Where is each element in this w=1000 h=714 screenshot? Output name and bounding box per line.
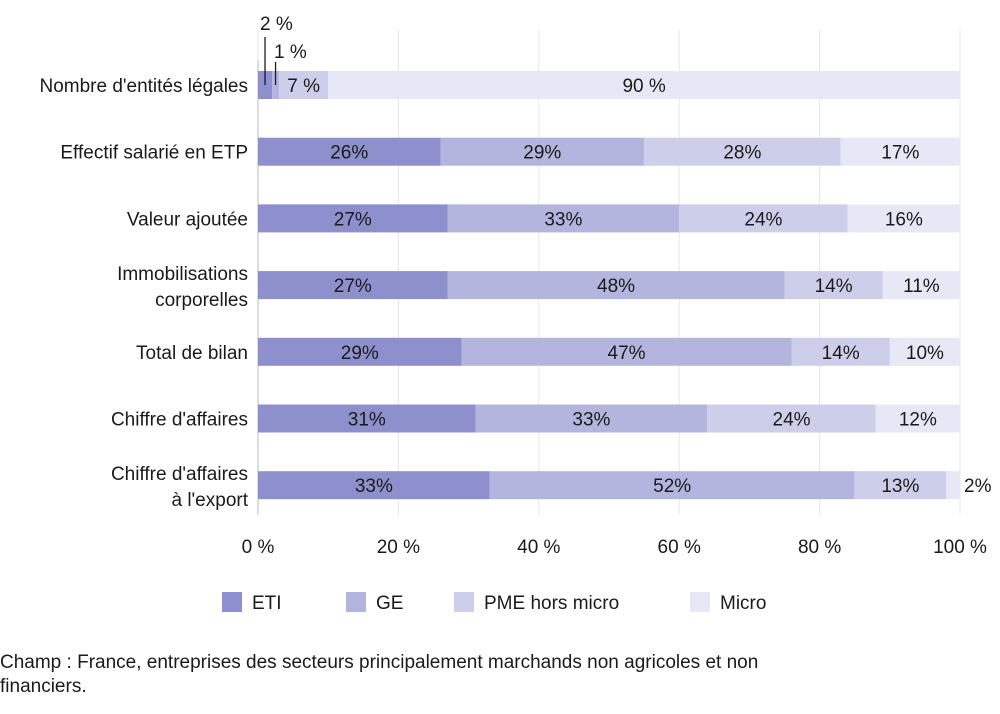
legend-swatch-ge — [346, 592, 366, 612]
data-label: 16% — [885, 209, 923, 230]
bar-segment-ge — [447, 204, 680, 233]
bar-segment-eti — [258, 137, 441, 166]
category-label: Valeur ajoutée — [127, 209, 248, 230]
category-label: Total de bilan — [136, 343, 248, 364]
bar-segment-micro — [847, 204, 960, 233]
bar-segment-pme-hors-micro — [854, 471, 946, 500]
bar-segment-pme-hors-micro — [784, 271, 883, 300]
data-label: 2 % — [260, 14, 293, 35]
bar-segment-micro — [945, 471, 960, 500]
data-label: 7 % — [287, 76, 320, 97]
category-label: Chiffre d'affaires à l'export — [111, 464, 249, 511]
bar-segment-eti — [258, 337, 462, 366]
data-label: 17% — [881, 143, 919, 164]
x-tick-label: 60 % — [658, 537, 701, 558]
data-label: 48% — [597, 276, 635, 297]
data-label: 11% — [903, 276, 940, 297]
data-label: 26% — [330, 143, 368, 164]
category-label-line: corporelles — [155, 290, 248, 311]
data-label: 2% — [964, 476, 992, 497]
category-label-line: Chiffre d'affaires — [111, 464, 248, 485]
data-label: 31% — [348, 410, 386, 431]
data-label: 33% — [572, 410, 610, 431]
data-label: 13% — [881, 476, 919, 497]
bar-segment-ge — [475, 404, 708, 433]
data-label: 10% — [906, 343, 944, 364]
bar-segment-ge — [461, 337, 792, 366]
category-labels: Nombre d'entités légales Effectif salarié… — [39, 76, 248, 511]
x-tick-label: 40 % — [517, 537, 560, 558]
category-label-line: Immobilisations — [117, 264, 248, 285]
bars: 2 % 1 % 7 % 90 % 26% 29% 28% 17% 27% 33% 24% 16% 27%… — [258, 14, 992, 500]
legend-label: PME hors micro — [484, 593, 619, 614]
data-label: 33% — [544, 209, 582, 230]
data-label: 29% — [341, 343, 379, 364]
bar-segment-micro — [882, 271, 960, 300]
legend-swatch-eti — [222, 592, 242, 612]
data-label: 24% — [773, 410, 811, 431]
data-label: 24% — [744, 209, 782, 230]
data-label: 1 % — [274, 42, 307, 63]
category-label: Immobilisations corporelles — [117, 264, 248, 311]
bar-segment-micro — [889, 337, 960, 366]
stacked-bar-chart: 2 % 1 % 7 % 90 % 26% 29% 28% 17% 27% 33% 24% 16% 27%… — [39, 14, 992, 614]
legend: ETI GE PME hors micro Micro — [222, 592, 766, 614]
bar-segment-ge — [440, 137, 645, 166]
data-label: 27% — [334, 276, 372, 297]
category-label: Effectif salarié en ETP — [60, 143, 248, 164]
legend-swatch-pme-hors-micro — [454, 592, 474, 612]
data-label: 90 % — [622, 76, 665, 97]
bar-segment-pme-hors-micro — [707, 404, 876, 433]
category-label: Nombre d'entités légales — [39, 76, 248, 97]
bar-segment-micro — [328, 71, 960, 99]
x-tick-label: 20 % — [377, 537, 420, 558]
category-label: Chiffre d'affaires — [111, 410, 248, 431]
bar-segment-pme-hors-micro — [279, 71, 329, 99]
bar-segment-eti — [258, 471, 490, 500]
bar-segment-eti — [258, 204, 448, 233]
bar-segment-micro — [875, 404, 960, 433]
data-label: 47% — [608, 343, 646, 364]
data-label: 27% — [334, 209, 372, 230]
bar-segment-pme-hors-micro — [644, 137, 841, 166]
x-tick-label: 0 % — [242, 537, 275, 558]
legend-label: GE — [376, 593, 403, 614]
category-label-line: à l'export — [171, 490, 248, 511]
data-label: 28% — [723, 143, 761, 164]
bar-segment-ge — [489, 471, 855, 500]
x-tick-label: 80 % — [798, 537, 841, 558]
x-axis-ticks: 0 % 20 % 40 % 60 % 80 % 100 % — [242, 537, 987, 558]
data-label: 52% — [653, 476, 691, 497]
x-tick-label: 100 % — [933, 537, 987, 558]
legend-label: Micro — [720, 593, 766, 614]
bar-segment-pme-hors-micro — [679, 204, 848, 233]
bar-segment-micro — [840, 137, 960, 166]
bar-segment-eti — [258, 271, 448, 300]
data-label: 14% — [815, 276, 853, 297]
legend-swatch-micro — [690, 592, 710, 612]
bar-segment-pme-hors-micro — [791, 337, 890, 366]
data-label: 12% — [899, 410, 937, 431]
data-label: 29% — [523, 143, 561, 164]
legend-label: ETI — [252, 593, 282, 614]
footnote: Champ : France, entreprises des secteurs… — [0, 652, 759, 697]
bar-segment-eti — [258, 404, 476, 433]
bar-segment-ge — [447, 271, 785, 300]
data-label: 33% — [355, 476, 393, 497]
data-label: 14% — [822, 343, 860, 364]
